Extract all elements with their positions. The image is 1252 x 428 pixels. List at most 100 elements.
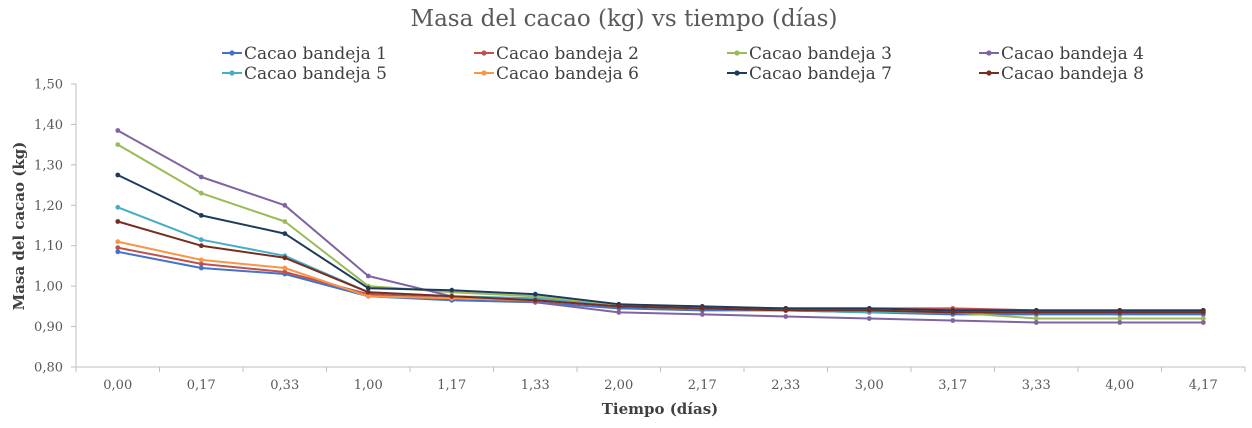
data-point <box>532 291 538 297</box>
legend-label: Cacao bandeja 7 <box>749 64 892 84</box>
data-point <box>1200 320 1206 325</box>
data-point <box>532 297 538 303</box>
legend-item: Cacao bandeja 5 <box>222 64 387 84</box>
data-point <box>198 237 204 243</box>
series-8 <box>115 219 1206 315</box>
x-tick-label: 3,00 <box>855 378 884 393</box>
legend-swatch-marker <box>734 70 740 76</box>
y-tick-label: 0,80 <box>34 361 63 376</box>
data-point <box>115 142 121 148</box>
data-point <box>1117 316 1123 321</box>
data-point <box>115 249 121 255</box>
data-point <box>282 202 288 208</box>
y-axis: 0,80 0,90 1,00 1,10 1,20 1,30 1,40 1,50 <box>34 78 77 376</box>
legend-swatch-marker <box>986 50 992 56</box>
data-point <box>115 172 121 178</box>
x-tick-label: 3,33 <box>1022 378 1051 393</box>
y-tick-label: 1,50 <box>34 78 63 93</box>
legend-label: Cacao bandeja 1 <box>244 44 387 64</box>
x-tick-label: 2,17 <box>688 378 717 393</box>
data-point <box>365 289 371 295</box>
data-point <box>198 213 204 218</box>
data-point <box>950 310 956 315</box>
y-tick-label: 1,40 <box>34 118 63 133</box>
data-point <box>115 219 121 224</box>
series-line <box>117 174 1204 312</box>
data-point <box>1200 316 1206 321</box>
x-tick-label: 2,33 <box>771 378 800 393</box>
y-tick-label: 1,00 <box>34 280 63 295</box>
legend-swatch-marker <box>734 50 740 56</box>
data-point <box>198 174 204 180</box>
x-tick-label: 0,33 <box>270 378 299 393</box>
data-point <box>198 261 204 267</box>
x-tick-label: 3,17 <box>938 378 967 393</box>
y-tick-label: 1,10 <box>34 239 63 254</box>
data-point <box>115 128 121 133</box>
x-tick-label: 1,33 <box>521 378 550 393</box>
x-tick-label: 1,17 <box>437 378 466 393</box>
legend-label: Cacao bandeja 8 <box>1001 64 1144 84</box>
legend-label: Cacao bandeja 4 <box>1001 44 1144 64</box>
x-tick-label: 1,00 <box>354 378 383 393</box>
data-point <box>1033 316 1039 321</box>
data-point <box>198 265 204 271</box>
data-point <box>365 285 371 291</box>
data-point <box>449 287 455 293</box>
legend-item: Cacao bandeja 2 <box>474 44 639 64</box>
data-point <box>1033 310 1039 315</box>
data-point <box>699 312 705 317</box>
data-point <box>866 308 872 313</box>
legend-item: Cacao bandeja 1 <box>222 44 387 64</box>
x-axis: 0,00 0,17 0,33 1,00 1,17 1,33 2,00 2,17 2,33 3,00… <box>75 366 1246 393</box>
data-point <box>282 255 288 261</box>
x-tick-label: 4,17 <box>1189 378 1218 393</box>
data-point <box>198 257 204 263</box>
data-point <box>282 231 288 237</box>
y-tick-label: 1,30 <box>34 158 63 173</box>
series-line <box>117 250 1204 316</box>
data-point <box>365 293 371 299</box>
series-line <box>117 129 1204 324</box>
data-point <box>616 310 622 315</box>
y-axis-title: Masa del cacao (kg) <box>10 142 28 311</box>
data-point <box>282 269 288 275</box>
x-tick-label: 2,00 <box>604 378 633 393</box>
data-point <box>1033 320 1039 325</box>
legend-label: Cacao bandeja 3 <box>749 44 892 64</box>
legend-swatch-marker <box>481 50 487 56</box>
data-point <box>198 243 204 249</box>
data-point <box>783 314 789 319</box>
legend-item: Cacao bandeja 4 <box>979 44 1144 64</box>
data-point <box>282 219 288 224</box>
legend-item: Cacao bandeja 8 <box>979 64 1144 84</box>
data-point <box>115 239 121 245</box>
data-point <box>783 308 789 313</box>
legend-item: Cacao bandeja 3 <box>727 44 892 64</box>
data-point <box>616 304 622 309</box>
data-point <box>365 273 371 279</box>
series-line <box>117 220 1204 314</box>
legend-label: Cacao bandeja 2 <box>496 44 639 64</box>
data-point <box>115 245 121 251</box>
x-tick-label: 0,00 <box>103 378 132 393</box>
legend-item: Cacao bandeja 7 <box>727 64 892 84</box>
legend-swatch-marker <box>986 70 992 76</box>
legend-label: Cacao bandeja 6 <box>496 64 639 84</box>
data-point <box>699 306 705 311</box>
data-point <box>1117 320 1123 325</box>
y-tick-label: 0,90 <box>34 320 63 335</box>
legend-item: Cacao bandeja 6 <box>474 64 639 84</box>
y-tick-label: 1,20 <box>34 199 63 214</box>
data-point <box>866 316 872 321</box>
data-point <box>1117 310 1123 315</box>
data-point <box>198 190 204 196</box>
data-point <box>115 204 121 210</box>
x-tick-label: 4,00 <box>1105 378 1134 393</box>
chart-legend: Cacao bandeja 1 Cacao bandeja 2 Cacao band… <box>222 44 1144 84</box>
legend-label: Cacao bandeja 5 <box>244 64 387 84</box>
data-point <box>282 265 288 271</box>
data-point <box>950 318 956 323</box>
